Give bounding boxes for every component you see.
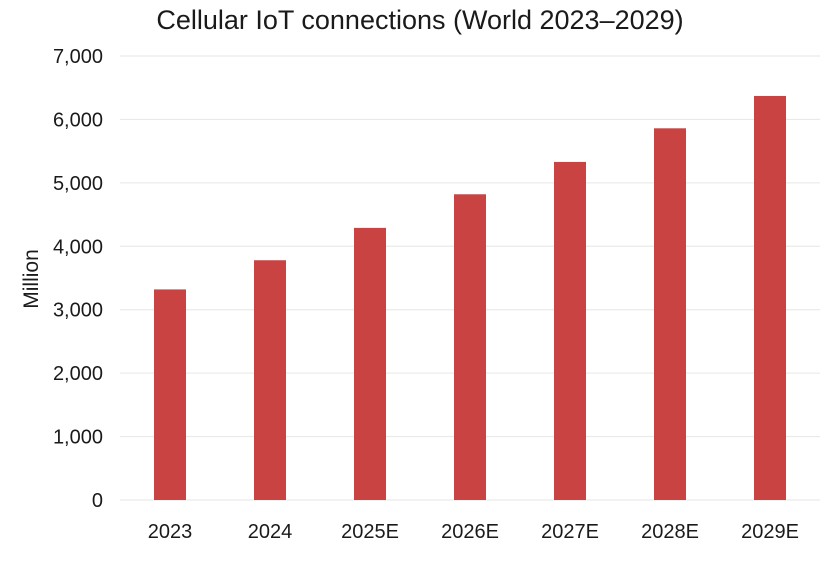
x-tick-label: 2023 (148, 521, 193, 543)
x-tick-label: 2026E (441, 521, 499, 543)
y-tick-label: 3,000 (53, 300, 103, 322)
x-tick-label: 2028E (641, 521, 699, 543)
y-tick-label: 4,000 (53, 236, 103, 258)
y-tick-label: 6,000 (53, 109, 103, 131)
bar-2028E (654, 128, 686, 500)
x-axis-ticks: 2023 2024 2025E 2026E 2027E 2028E 2029E (148, 521, 799, 543)
bar-2027E (554, 161, 586, 500)
bars (154, 95, 786, 501)
y-tick-label: 2,000 (53, 363, 103, 385)
y-axis-ticks: 0 1,000 2,000 3,000 4,000 5,000 6,000 7,000 (53, 46, 103, 512)
y-tick-label: 7,000 (53, 46, 103, 68)
bar-2026E (454, 194, 486, 500)
y-axis-label: Million (20, 249, 43, 309)
bar-2025E (354, 227, 386, 501)
chart-title: Cellular IoT connections (World 2023–202… (156, 5, 683, 35)
y-tick-label: 5,000 (53, 173, 103, 195)
y-tick-label: 1,000 (53, 427, 103, 449)
x-tick-label: 2024 (248, 521, 293, 543)
x-tick-label: 2025E (341, 521, 399, 543)
bar-2023 (154, 289, 186, 500)
x-tick-label: 2027E (541, 521, 599, 543)
bar-2029E (754, 95, 786, 501)
x-tick-label: 2029E (741, 521, 799, 543)
y-tick-label: 0 (92, 490, 103, 512)
bar-2024 (254, 260, 286, 500)
